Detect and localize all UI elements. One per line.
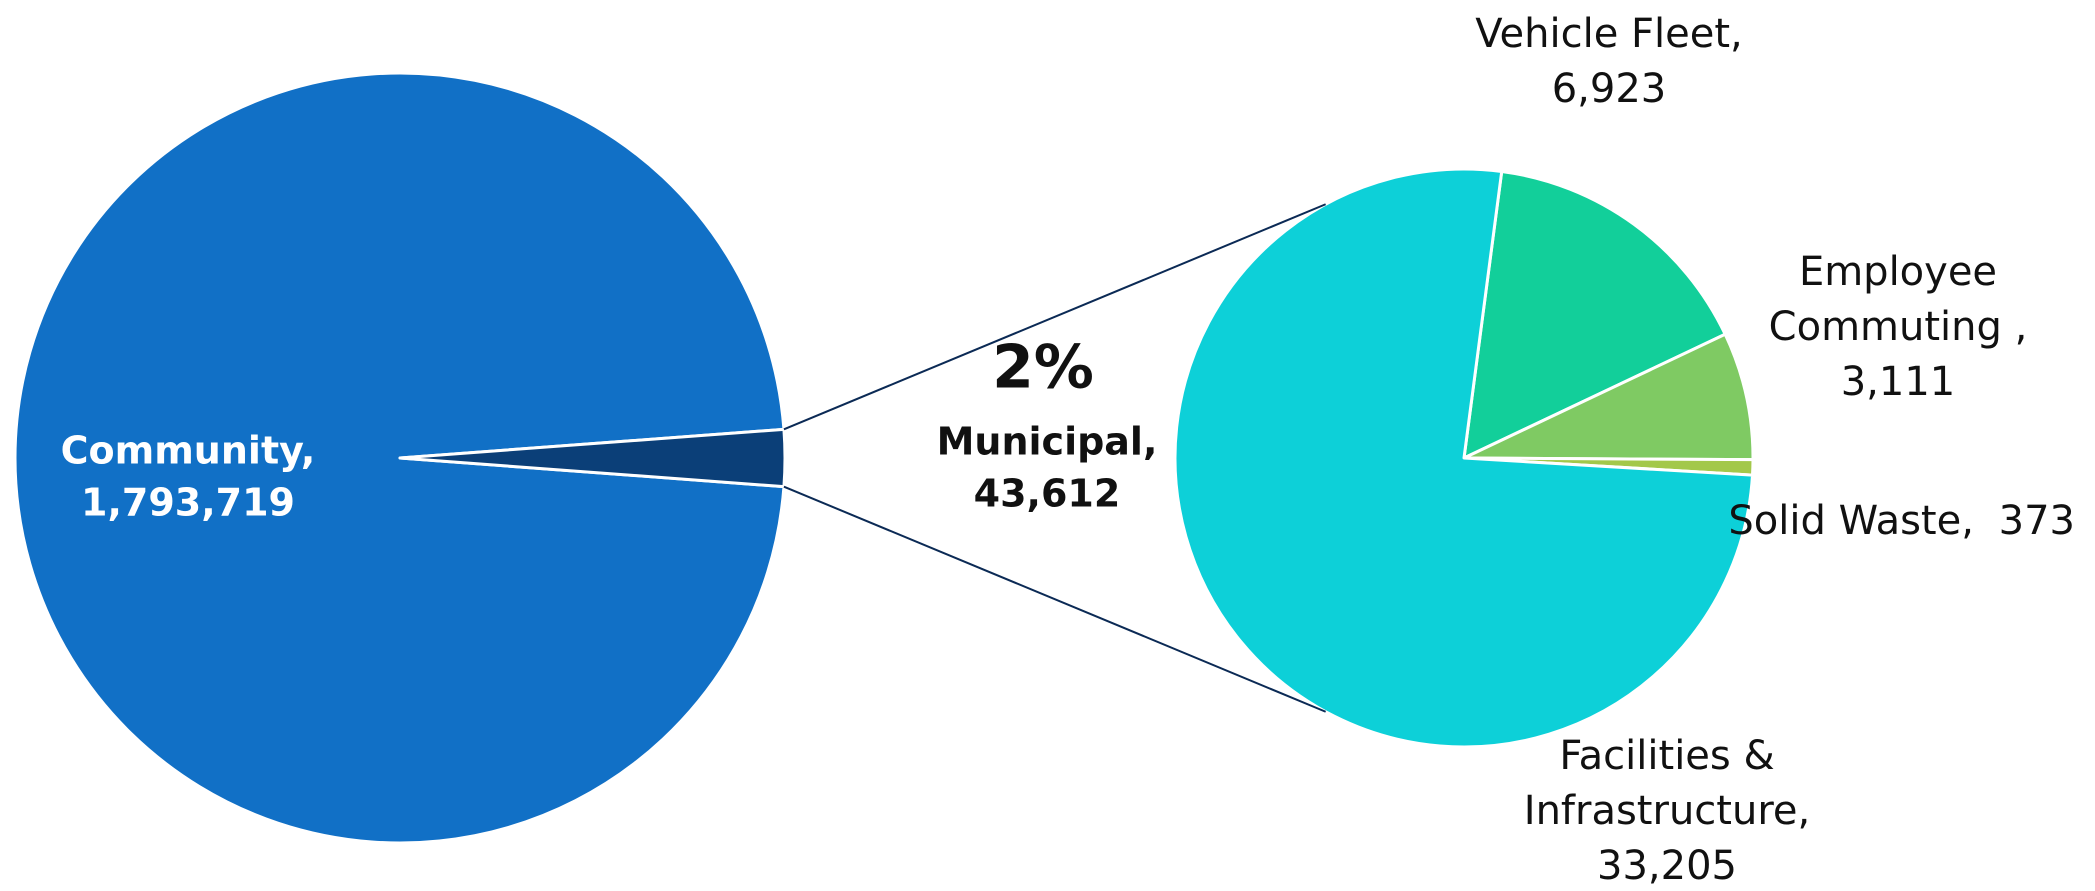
pie-slice: [1173, 167, 1754, 749]
data-label: Vehicle Fleet, 6,923: [1409, 7, 1809, 117]
connector-line: [783, 203, 1327, 431]
category-label: Municipal,: [936, 419, 1158, 464]
data-label: Facilities & Infrastructure, 33,205: [1487, 729, 1847, 891]
pie-slice: [1462, 332, 1755, 462]
category-label: Facilities & Infrastructure,: [1523, 733, 1811, 835]
data-label: Municipal, 43,612: [937, 416, 1158, 521]
value-label: 1,793,719: [81, 481, 295, 525]
value-label: 3,111: [1840, 359, 1956, 406]
value-label: 43,612: [973, 472, 1121, 516]
percent-label: 2%: [992, 332, 1094, 403]
connector-line: [783, 485, 1327, 713]
data-label: Employee Commuting , 3,111: [1733, 245, 2063, 411]
category-label: Community,: [60, 428, 316, 473]
pie-slice: [1462, 169, 1727, 460]
category-label: Solid Waste,: [1728, 498, 1987, 544]
category-label: Vehicle Fleet,: [1475, 10, 1743, 57]
data-label: Solid Waste, 373: [1728, 498, 2075, 544]
category-label: Employee Commuting ,: [1768, 249, 2028, 351]
value-label: 33,205: [1597, 843, 1737, 890]
value-label: 373: [1998, 498, 2075, 544]
value-label: 6,923: [1551, 66, 1667, 112]
data-label: Community, 1,793,719: [61, 425, 316, 530]
pie-slice: [398, 427, 787, 489]
